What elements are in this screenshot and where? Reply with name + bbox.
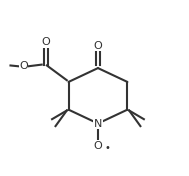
Text: N: N bbox=[94, 118, 102, 128]
Text: O: O bbox=[94, 40, 102, 51]
Text: O: O bbox=[19, 61, 28, 71]
Text: O: O bbox=[42, 37, 50, 47]
Text: O: O bbox=[94, 141, 102, 151]
Text: •: • bbox=[105, 143, 110, 153]
